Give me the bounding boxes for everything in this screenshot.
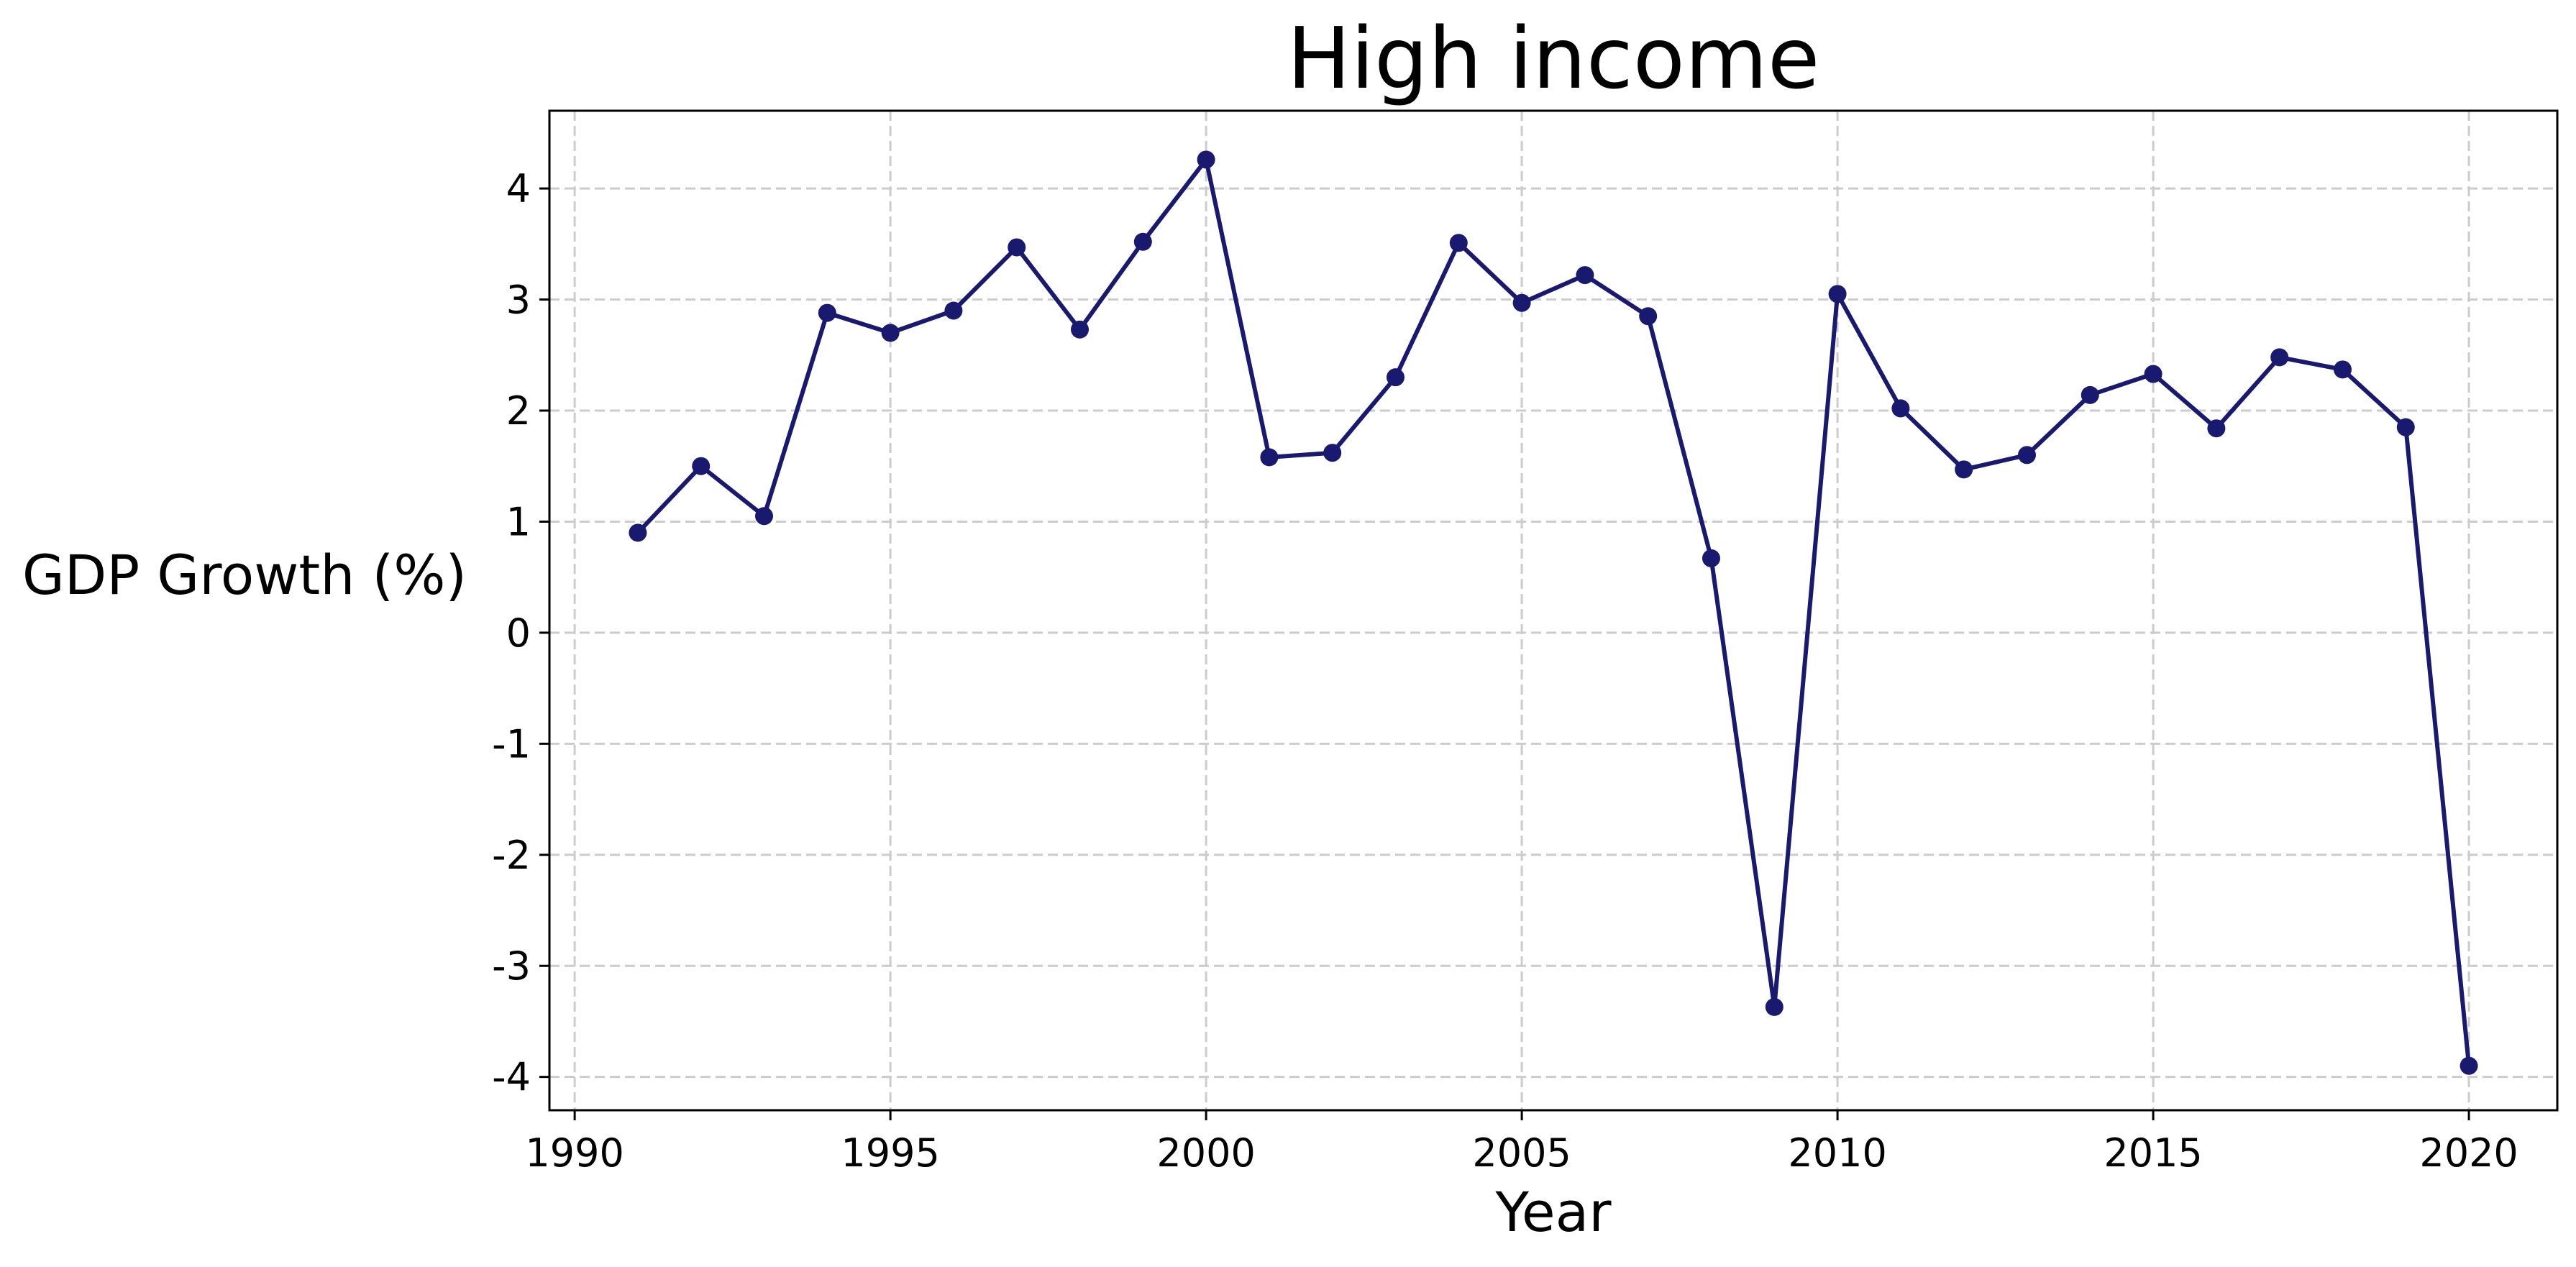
data-point (1197, 150, 1215, 169)
y-tick-label: -3 (492, 943, 531, 989)
axes (539, 109, 2559, 1120)
y-tick-label: 2 (506, 388, 531, 434)
data-point (1133, 232, 1152, 251)
data-point (944, 301, 963, 320)
data-point (1891, 399, 1910, 418)
y-tick-label: -2 (492, 833, 531, 878)
data-point (1955, 460, 1973, 479)
data-point (2144, 365, 2162, 383)
data-point (2081, 385, 2099, 404)
data-point (1639, 307, 1658, 326)
data-point (1387, 368, 1405, 387)
y-tick-label: -4 (492, 1055, 531, 1100)
y-tick-label: 0 (506, 610, 531, 656)
data-point (629, 523, 647, 542)
data-point (2017, 446, 2036, 465)
data-point (1323, 444, 1342, 462)
y-tick-label: 3 (506, 278, 531, 323)
x-tick-label: 1990 (525, 1130, 624, 1176)
x-tick-label: 2010 (1788, 1130, 1886, 1176)
grid (549, 111, 2557, 1110)
y-tick-label: 1 (506, 499, 531, 544)
x-tick-label: 2020 (2419, 1130, 2518, 1176)
data-point (1512, 293, 1531, 312)
data-point (755, 507, 774, 526)
data-point (692, 457, 711, 475)
y-tick-label: -1 (492, 721, 531, 767)
data-point (2270, 348, 2289, 367)
x-tick-label: 2000 (1156, 1130, 1255, 1176)
data-point (2396, 418, 2415, 436)
data-point (1071, 320, 1090, 339)
data-point (2459, 1056, 2478, 1075)
data-point (1765, 997, 1783, 1016)
series-line (636, 157, 2472, 1066)
tick-labels: 1990 1995 2000 2005 2010 2015 2020 -4 -3 -2 -1 0 1 2 3… (492, 166, 2518, 1176)
data-point (1008, 238, 1026, 257)
data-point (1828, 285, 1847, 303)
data-point (818, 303, 836, 322)
data-point (1449, 234, 1468, 252)
data-point (2207, 419, 2226, 438)
chart-title: High income (1287, 9, 1820, 108)
y-tick-label: 4 (506, 166, 531, 211)
plot-frame (548, 109, 2559, 1112)
data-point (1702, 549, 1720, 567)
x-tick-label: 2015 (2104, 1130, 2202, 1176)
series-layer (629, 150, 2478, 1075)
data-point (2333, 360, 2352, 379)
y-axis-label: GDP Growth (%) (22, 543, 467, 607)
x-tick-label: 1995 (841, 1130, 939, 1176)
data-point (881, 324, 900, 342)
x-tick-label: 2005 (1472, 1130, 1571, 1176)
x-axis-label: Year (1495, 1180, 1612, 1244)
data-point (1576, 266, 1594, 285)
data-point (1260, 448, 1279, 467)
